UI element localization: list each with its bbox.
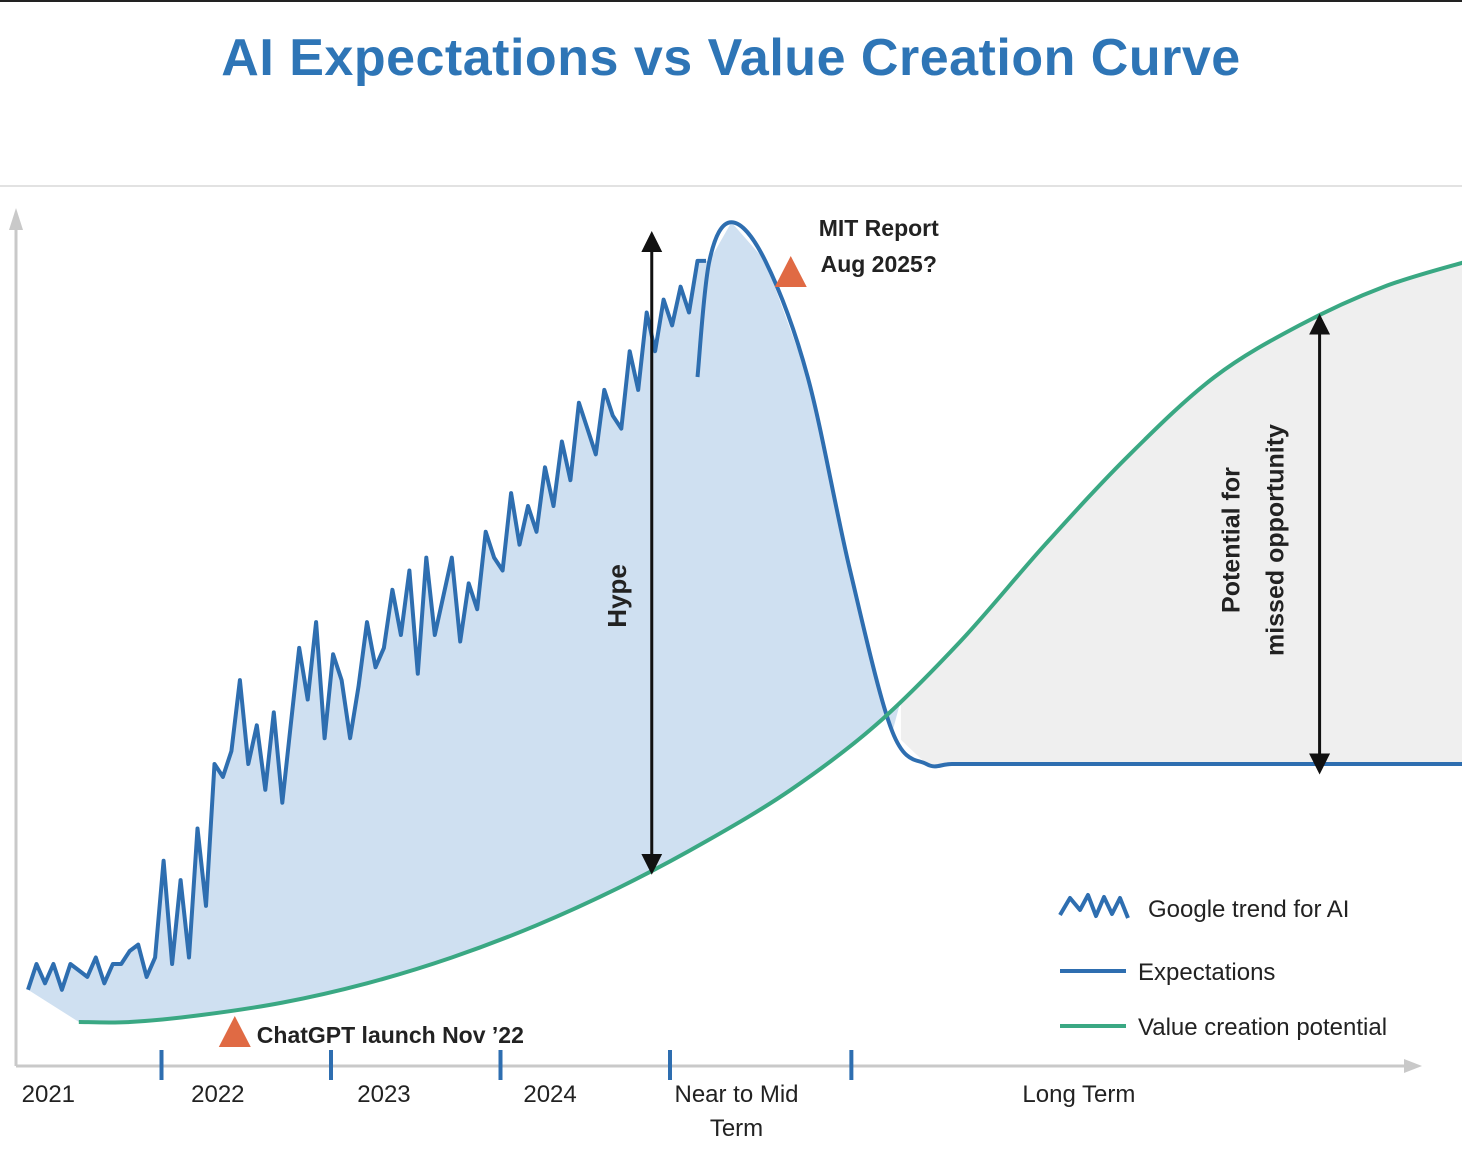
series-value-creation [78,260,1462,1025]
chart-title: AI Expectations vs Value Creation Curve [221,29,1241,87]
legend-swatch-google-trend [1058,893,1130,919]
x-period-label: 2023 [357,1081,410,1108]
series-expectations [695,220,1462,769]
mit-triangle-marker [774,256,807,287]
x-period-label: Long Term [1022,1081,1135,1108]
x-axis-arrowhead [1404,1059,1422,1073]
x-period-label: Near to Mid Term [674,1081,798,1142]
x-period-label: 2021 [22,1081,75,1108]
x-period-label: 2022 [191,1081,244,1108]
legend-label-google-trend: Google trend for AI [1148,896,1349,923]
top-border [0,0,1462,2]
y-axis-arrowhead [9,208,23,230]
x-period-label: 2024 [523,1081,576,1108]
series-google-trend [26,258,706,992]
missed-opportunity-area [900,262,1462,764]
chatgpt-launch-label: ChatGPT launch Nov ’22 [257,1022,524,1048]
legend-label-value-creation: Value creation potential [1138,1014,1387,1041]
title-separator [0,185,1462,187]
mit-report-label: MIT Report Aug 2025? [819,215,939,277]
legend-label-expectations: Expectations [1138,959,1275,986]
missed-opportunity-label: Potential for missed opportunity [1218,424,1290,656]
hype-label: Hype [602,564,632,628]
chatgpt-triangle-marker [218,1016,251,1047]
